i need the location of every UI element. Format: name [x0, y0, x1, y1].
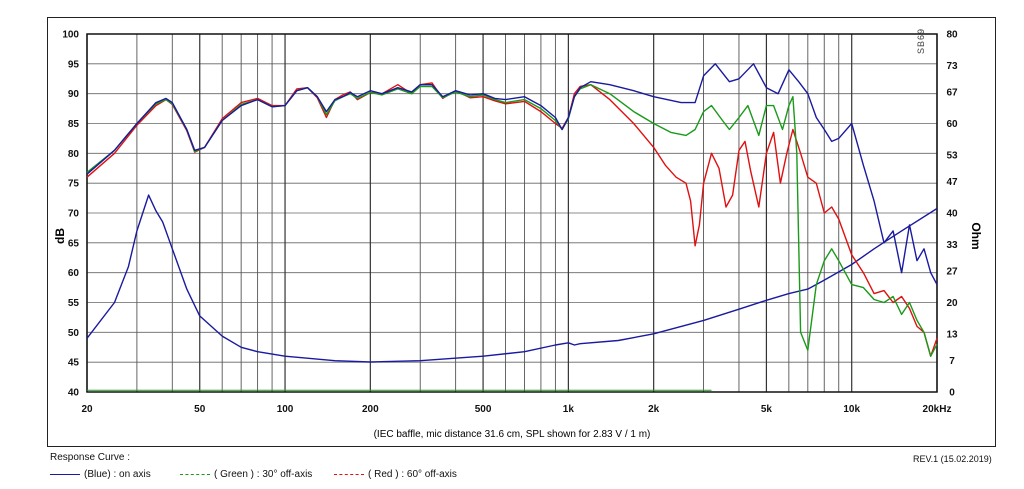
legend-item-green: ( Green ) : 30° off-axis	[180, 469, 312, 481]
y2-tick-label: 60	[946, 119, 958, 130]
blue-swatch	[50, 473, 80, 475]
y-tick-label: 55	[68, 298, 80, 309]
legend-item-blue: (Blue) : on axis	[50, 469, 151, 481]
x-tick-label: 100	[277, 404, 294, 415]
legend-label-blue: (Blue) : on axis	[84, 469, 151, 480]
green-swatch	[180, 473, 210, 475]
y-axis-label: dB	[53, 228, 67, 244]
y-tick-label: 85	[68, 119, 80, 130]
x-tick-label: 20kHz	[923, 404, 952, 415]
y-tick-label: 45	[68, 358, 80, 369]
legend-label-red: ( Red ) : 60° off-axis	[368, 469, 457, 480]
x-tick-label: 5k	[761, 404, 773, 415]
x-tick-label: 10k	[843, 404, 860, 415]
impedance-curve	[86, 194, 938, 363]
y2-tick-label: 27	[946, 267, 958, 278]
y2-tick-label: 0	[949, 388, 955, 399]
y2-tick-label: 67	[946, 88, 958, 99]
y-tick-label: 65	[68, 238, 80, 249]
y2-axis-label: Ohm	[969, 222, 983, 249]
spl-curve-green	[86, 84, 938, 357]
x-tick-label: 20	[81, 404, 93, 415]
x-tick-label: 200	[362, 404, 379, 415]
y-tick-label: 70	[68, 209, 80, 220]
y-tick-label: 75	[68, 179, 80, 190]
legend-title: Response Curve :	[50, 452, 131, 463]
red-swatch	[334, 473, 364, 475]
revision-label: REV.1 (15.02.2019)	[913, 454, 992, 464]
x-tick-label: 50	[194, 404, 206, 415]
x-tick-label: 2k	[648, 404, 660, 415]
tick-labels: 20 50 100 200 500 1k 2k 5k 10k 20kHz1009590858075…	[62, 30, 958, 416]
y-tick-label: 80	[68, 149, 80, 160]
y-tick-label: 40	[68, 388, 80, 399]
y2-tick-label: 53	[946, 150, 958, 161]
y-tick-label: 60	[68, 268, 80, 279]
chart-frame	[47, 17, 996, 447]
y-tick-label: 95	[68, 59, 80, 70]
brand-logo: SB69	[916, 28, 926, 55]
y2-tick-label: 47	[946, 177, 958, 188]
y2-tick-label: 80	[946, 30, 958, 41]
x-tick-label: 1k	[563, 404, 575, 415]
plot-area-border	[86, 33, 938, 393]
legend-item-red: ( Red ) : 60° off-axis	[334, 469, 457, 481]
y-tick-label: 50	[68, 328, 80, 339]
caption: (IEC baffle, mic distance 31.6 cm, SPL s…	[374, 429, 651, 440]
y2-tick-label: 20	[946, 298, 958, 309]
y2-tick-label: 33	[946, 240, 958, 251]
spl-curve-blue	[86, 63, 938, 285]
y-tick-label: 100	[62, 30, 79, 41]
y2-tick-label: 13	[946, 329, 958, 340]
x-tick-label: 500	[475, 404, 492, 415]
y2-tick-label: 73	[946, 61, 958, 72]
legend-label-green: ( Green ) : 30° off-axis	[214, 469, 313, 480]
series-layer	[86, 63, 938, 391]
y-tick-label: 90	[68, 89, 80, 100]
y2-tick-label: 7	[949, 356, 955, 367]
y2-tick-label: 40	[946, 209, 958, 220]
